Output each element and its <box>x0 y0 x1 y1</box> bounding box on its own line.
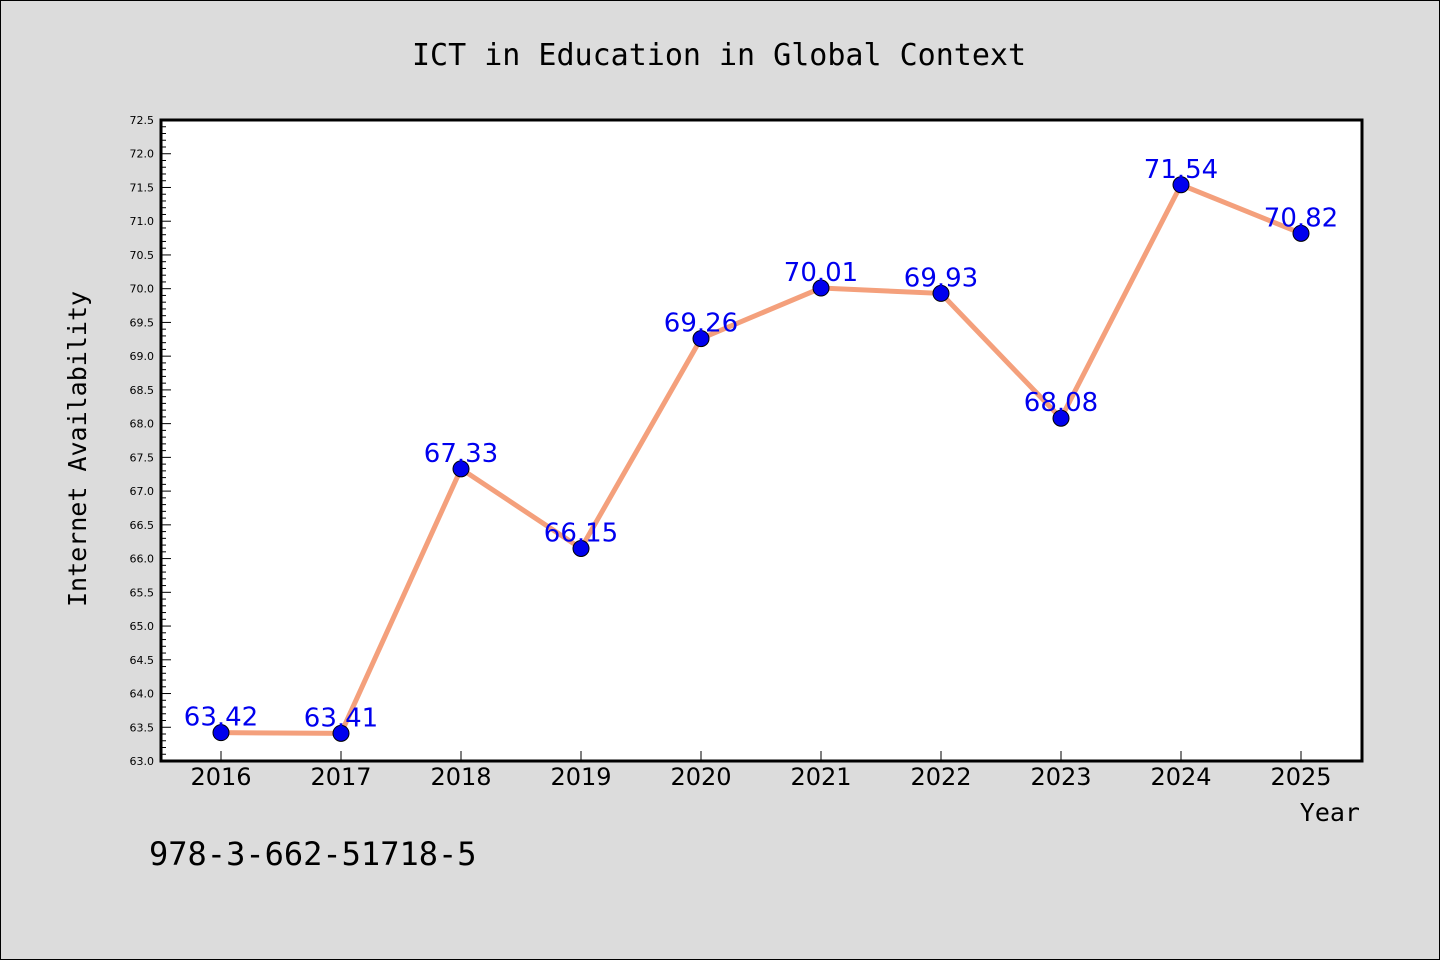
y-tick-label: 63.0 <box>130 755 155 768</box>
data-point-marker <box>692 330 710 348</box>
x-tick-label: 2021 <box>790 763 851 791</box>
x-tick-label: 2016 <box>190 763 251 791</box>
x-tick-label: 2024 <box>1150 763 1211 791</box>
y-tick-label: 72.0 <box>130 148 155 161</box>
data-label: 69.26 <box>664 309 738 339</box>
y-tick-label: 64.5 <box>130 654 155 667</box>
data-point-marker <box>932 284 950 302</box>
x-tick-label: 2018 <box>430 763 491 791</box>
y-tick-label: 65.0 <box>130 620 155 633</box>
x-tick-label: 2020 <box>670 763 731 791</box>
data-series <box>212 176 1310 742</box>
data-label: 66.15 <box>544 518 618 548</box>
y-tick-label: 66.5 <box>130 519 155 532</box>
plot-frame <box>159 118 1364 763</box>
x-tick-label: 2025 <box>1270 763 1331 791</box>
y-tick-label: 70.0 <box>130 283 155 296</box>
data-label: 69.93 <box>904 263 978 293</box>
y-axis-label: Internet Availability <box>63 291 92 607</box>
y-tick-label: 68.0 <box>130 418 155 431</box>
x-axis-ticks: 2016 2017 2018 2019 2020 2021 2022 2023 2024 2025 <box>190 751 1332 791</box>
data-label: 70.01 <box>784 258 858 288</box>
data-point-marker <box>572 539 590 557</box>
x-axis-label: Year <box>1300 798 1360 827</box>
data-point-marker <box>212 724 230 742</box>
x-tick-label: 2022 <box>910 763 971 791</box>
data-point-marker <box>332 724 350 742</box>
x-tick-label: 2017 <box>310 763 371 791</box>
y-tick-label: 70.5 <box>130 249 155 262</box>
footer-isbn: 978-3-662-51718-5 <box>149 835 477 873</box>
y-tick-label: 69.5 <box>130 316 155 329</box>
y-tick-label: 71.5 <box>130 181 155 194</box>
data-labels: 63.42 63.41 67.33 66.15 69.26 70.01 69.93 68.08… <box>184 155 1338 734</box>
y-tick-label: 69.0 <box>130 350 155 363</box>
y-tick-label: 71.0 <box>130 215 155 228</box>
data-point-marker <box>452 460 470 478</box>
y-tick-label: 63.5 <box>130 721 155 734</box>
data-point-marker <box>1172 176 1190 194</box>
data-label: 70.82 <box>1264 203 1338 233</box>
y-axis-ticks: 63.0 63.5 64.0 64.5 65.0 65.5 66.0 66.5 67.0 67.5… <box>130 114 171 768</box>
data-label: 63.42 <box>184 703 258 733</box>
y-tick-label: 65.5 <box>130 586 155 599</box>
chart-title: ICT in Education in Global Context <box>412 38 1026 73</box>
y-tick-label: 67.5 <box>130 451 155 464</box>
series-line <box>220 181 1302 736</box>
y-tick-label: 64.0 <box>130 688 155 701</box>
data-point-marker <box>812 279 830 297</box>
y-tick-label: 67.0 <box>130 485 155 498</box>
data-label: 63.41 <box>304 703 378 733</box>
x-tick-label: 2023 <box>1030 763 1091 791</box>
plot-area <box>161 120 1362 761</box>
y-tick-label: 72.5 <box>130 114 155 127</box>
data-point-marker <box>1052 409 1070 427</box>
data-label: 67.33 <box>424 439 498 469</box>
x-tick-label: 2019 <box>550 763 611 791</box>
y-tick-label: 68.5 <box>130 384 155 397</box>
data-label: 71.54 <box>1144 155 1218 185</box>
data-point-marker <box>1292 224 1310 242</box>
data-label: 68.08 <box>1024 388 1098 418</box>
y-tick-label: 66.0 <box>130 553 155 566</box>
